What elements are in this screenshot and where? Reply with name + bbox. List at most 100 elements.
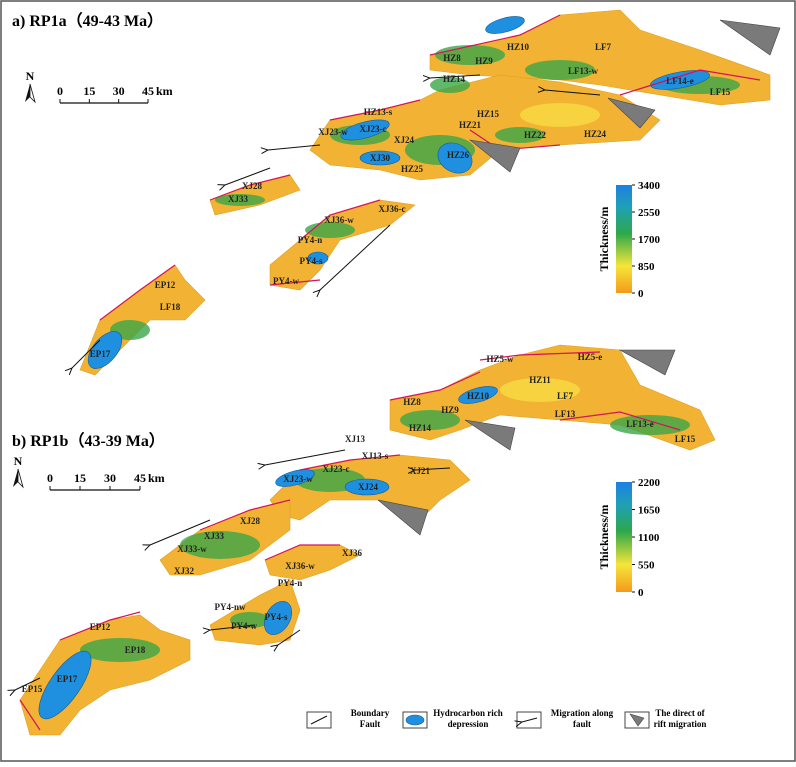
panel-title: a) RP1a（49-43 Ma） xyxy=(12,12,163,30)
north-arrow xyxy=(25,84,30,102)
basin-label: EP17 xyxy=(90,349,111,359)
basin-label: XJ23-w xyxy=(318,127,348,137)
scale-label: 30 xyxy=(104,471,116,485)
basin-label: LF7 xyxy=(595,42,612,52)
basin-label: PY4-s xyxy=(265,612,288,622)
basin-label: LF13-w xyxy=(568,66,598,76)
basin-label: XJ28 xyxy=(242,181,262,191)
basin-label: XJ21 xyxy=(410,466,430,476)
scale-label: 15 xyxy=(74,471,86,485)
legend-label: Migration along fault xyxy=(551,708,614,729)
basin-label: XJ23-c xyxy=(360,124,387,134)
basin-label: HZ14 xyxy=(443,74,466,84)
basin-label: XJ23-c xyxy=(323,464,350,474)
basin-label: HZ25 xyxy=(401,164,424,174)
basin-label: PY4-w xyxy=(231,621,257,631)
basin-label: EP15 xyxy=(22,684,43,694)
scale-unit: km xyxy=(148,471,165,485)
basins-a xyxy=(72,9,781,376)
basin-label: XJ32 xyxy=(174,566,194,576)
colorbar xyxy=(616,482,632,592)
colorbar-label: 2550 xyxy=(638,207,661,219)
basin-label: XJ28 xyxy=(240,516,260,526)
basin-label: LF18 xyxy=(160,302,181,312)
legend-label: The direct of rift migration xyxy=(654,708,707,729)
basins-b xyxy=(15,344,716,736)
basin-label: HZ15 xyxy=(477,109,500,119)
legend-label: Hydrocarbon rich depression xyxy=(433,708,503,729)
basin-label: PY4-n xyxy=(298,235,323,245)
basin-label: XJ36-w xyxy=(285,561,315,571)
basin-label: XJ33 xyxy=(204,531,224,541)
basin-label: XJ13 xyxy=(345,434,365,444)
north-label: N xyxy=(26,69,35,83)
colorbar-label: 850 xyxy=(638,261,655,273)
colorbar-label: 1100 xyxy=(638,532,660,544)
basin-label: EP18 xyxy=(125,645,146,655)
basin-label: HZ5-e xyxy=(578,352,603,362)
scale-label: 15 xyxy=(83,84,95,98)
basin-label: LF13 xyxy=(555,409,576,419)
north-label: N xyxy=(14,454,23,468)
legend-icons xyxy=(306,711,650,729)
basin-label: HZ14 xyxy=(409,423,432,433)
colorbar-label: 2200 xyxy=(638,477,661,489)
basin-label: LF7 xyxy=(557,391,574,401)
colorbar-title: Thickness/m xyxy=(597,505,611,570)
basin-label: LF15 xyxy=(710,87,731,97)
basin-label: HZ22 xyxy=(524,130,547,140)
basin-label: EP12 xyxy=(90,622,111,632)
basin-label: EP12 xyxy=(155,280,176,290)
basin-label: HZ9 xyxy=(441,405,459,415)
north-arrow xyxy=(29,83,36,104)
colorbar-label: 1650 xyxy=(638,505,661,517)
scale-label: 45 xyxy=(142,84,154,98)
colorbar xyxy=(616,185,632,293)
legend-label: Boundary Fault xyxy=(351,708,390,729)
basin-label: HZ9 xyxy=(475,56,493,66)
north-arrow xyxy=(17,468,24,489)
basin-label: PY4-w xyxy=(273,276,299,286)
scale-unit: km xyxy=(156,84,173,98)
panel-title: b) RP1b（43-39 Ma） xyxy=(12,432,165,450)
basin-label: PY4-n xyxy=(278,578,303,588)
basin-label: PY4-s xyxy=(300,256,323,266)
basin-label: HZ13-s xyxy=(364,107,393,117)
basin-label: XJ13-s xyxy=(362,451,389,461)
basin-label: HZ8 xyxy=(403,397,421,407)
basin-label: XJ24 xyxy=(358,482,378,492)
basin-label: XJ23-w xyxy=(283,474,313,484)
basin-label: HZ21 xyxy=(459,120,482,130)
basin-label: XJ30 xyxy=(370,153,390,163)
basin-label: PY4-nw xyxy=(215,602,246,612)
basin-label: EP17 xyxy=(57,674,78,684)
colorbar-label: 0 xyxy=(638,288,644,300)
basin-label: LF15 xyxy=(675,434,696,444)
scale-label: 0 xyxy=(57,84,63,98)
basin-label: XJ33 xyxy=(228,194,248,204)
basin-label: XJ36-c xyxy=(379,204,406,214)
colorbar-label: 0 xyxy=(638,587,644,599)
basin-label: HZ11 xyxy=(529,375,551,385)
basin-label: HZ26 xyxy=(447,150,470,160)
scale-label: 45 xyxy=(134,471,146,485)
colorbar-label: 1700 xyxy=(638,234,661,246)
basin-label: HZ5-w xyxy=(487,354,515,364)
colorbar-label: 3400 xyxy=(638,180,661,192)
colorbar-title: Thickness/m xyxy=(597,207,611,272)
basin-label: LF13-e xyxy=(626,419,654,429)
basin-label: HZ24 xyxy=(584,129,607,139)
basin-label: XJ33-w xyxy=(177,544,207,554)
scale-label: 30 xyxy=(113,84,125,98)
basin-label: HZ10 xyxy=(467,391,490,401)
north-arrow xyxy=(13,469,18,487)
basin-label: HZ10 xyxy=(507,42,530,52)
colorbar-label: 550 xyxy=(638,560,655,572)
basin-label: XJ36-w xyxy=(324,215,354,225)
basin-label: LF14-e xyxy=(666,76,694,86)
basin-label: XJ24 xyxy=(394,135,414,145)
basin-label: XJ36 xyxy=(342,548,362,558)
basin-label: HZ8 xyxy=(443,53,461,63)
